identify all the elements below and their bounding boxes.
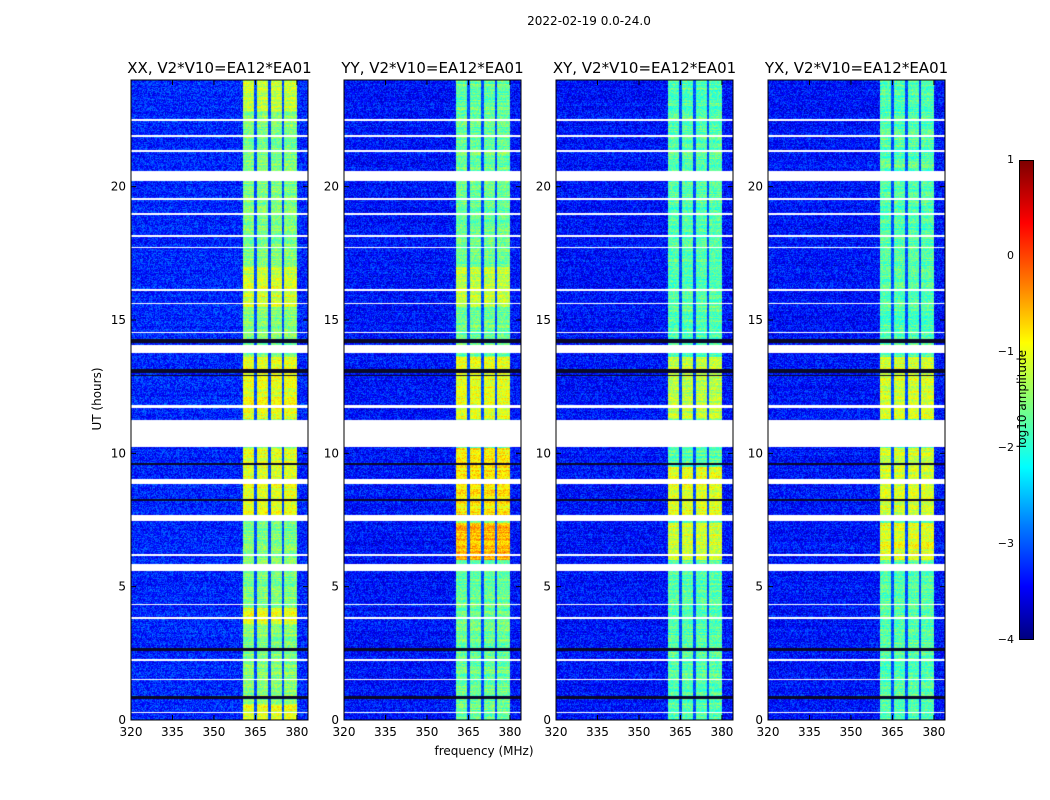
y-tick-label: 15 [748,313,763,327]
y-tick-label: 20 [324,180,339,194]
axes-frame [343,79,522,721]
axes-xy: 320 335 350 365 380 0 5 10 15 20 [536,79,734,739]
colorbar-tick-label: −3 [997,537,1014,550]
y-tick-label: 15 [111,313,126,327]
y-tick-label: 20 [111,180,126,194]
y-tick-label: 0 [118,713,126,727]
x-tick-label: 350 [840,725,863,739]
panel-yy: YY, V2*V10=EA12*EA01 320 335 350 365 380 0 5 10… [324,59,524,739]
x-tick-label: 350 [203,725,226,739]
x-tick-label: 320 [333,725,356,739]
y-tick-label: 10 [748,446,763,460]
panel-title: YY, V2*V10=EA12*EA01 [341,59,524,77]
y-tick-label: 0 [543,713,551,727]
axes-xx: 320 335 350 365 380 0 5 10 15 20 [111,79,309,739]
x-tick-label: 380 [498,725,521,739]
panel-xy: XY, V2*V10=EA12*EA01 320 335 350 365 380 0 5 10… [536,59,736,739]
y-tick-label: 20 [748,180,763,194]
x-tick-label: 335 [798,725,821,739]
axes-frame [555,79,734,721]
x-tick-label: 335 [161,725,184,739]
x-tick-label: 350 [416,725,439,739]
colorbar-tick-label: −4 [997,633,1014,646]
panel-title: YX, V2*V10=EA12*EA01 [764,59,949,77]
panel-title: XX, V2*V10=EA12*EA01 [127,59,312,77]
y-tick-label: 15 [536,313,551,327]
x-tick-label: 365 [244,725,267,739]
heatmap-yy [344,80,521,720]
x-tick-label: 380 [285,725,308,739]
axes-frame [767,79,946,721]
x-tick-label: 320 [120,725,143,739]
x-tick-label: 365 [881,725,904,739]
x-tick-label: 335 [374,725,397,739]
colorbar-label: log10 amplitude [1015,350,1029,449]
x-tick-label: 320 [757,725,780,739]
axes-yy: 320 335 350 365 380 0 5 10 15 20 [324,79,522,739]
axes-yx: 320 335 350 365 380 0 5 10 15 20 [748,79,946,739]
y-tick-label: 0 [331,713,339,727]
y-tick-label: 5 [331,580,339,594]
y-axis-label: UT (hours) [90,367,104,431]
colorbar-tick-label: 0 [1007,249,1014,262]
panel-xx: XX, V2*V10=EA12*EA01 320 335 350 365 380 0 5 10… [111,59,312,739]
x-tick-label: 380 [922,725,945,739]
x-tick-label: 335 [586,725,609,739]
colorbar [1019,160,1034,640]
y-tick-label: 0 [755,713,763,727]
colorbar-tick-label: −2 [997,441,1014,454]
colorbar-tick-label: 1 [1007,153,1014,166]
y-tick-label: 20 [536,180,551,194]
colorbar-tick-label: −1 [997,345,1014,358]
y-tick-label: 5 [543,580,551,594]
axes-frame [130,79,309,721]
x-tick-label: 365 [669,725,692,739]
heatmap-xx [131,80,308,720]
y-tick-label: 10 [536,446,551,460]
x-tick-label: 365 [457,725,480,739]
y-tick-label: 5 [118,580,126,594]
panel-title: XY, V2*V10=EA12*EA01 [552,59,737,77]
heatmap-xy [556,80,733,720]
panel-yx: YX, V2*V10=EA12*EA01 320 335 350 365 380 0 5 10… [748,59,948,739]
y-tick-label: 10 [111,446,126,460]
x-tick-label: 350 [628,725,651,739]
y-tick-label: 5 [755,580,763,594]
heatmap-yx [768,80,945,720]
y-tick-label: 15 [324,313,339,327]
y-tick-label: 10 [324,446,339,460]
x-axis-label: frequency (MHz) [434,744,534,758]
x-tick-label: 380 [710,725,733,739]
x-tick-label: 320 [545,725,568,739]
figure-title: 2022-02-19 0.0-24.0 [527,14,651,28]
